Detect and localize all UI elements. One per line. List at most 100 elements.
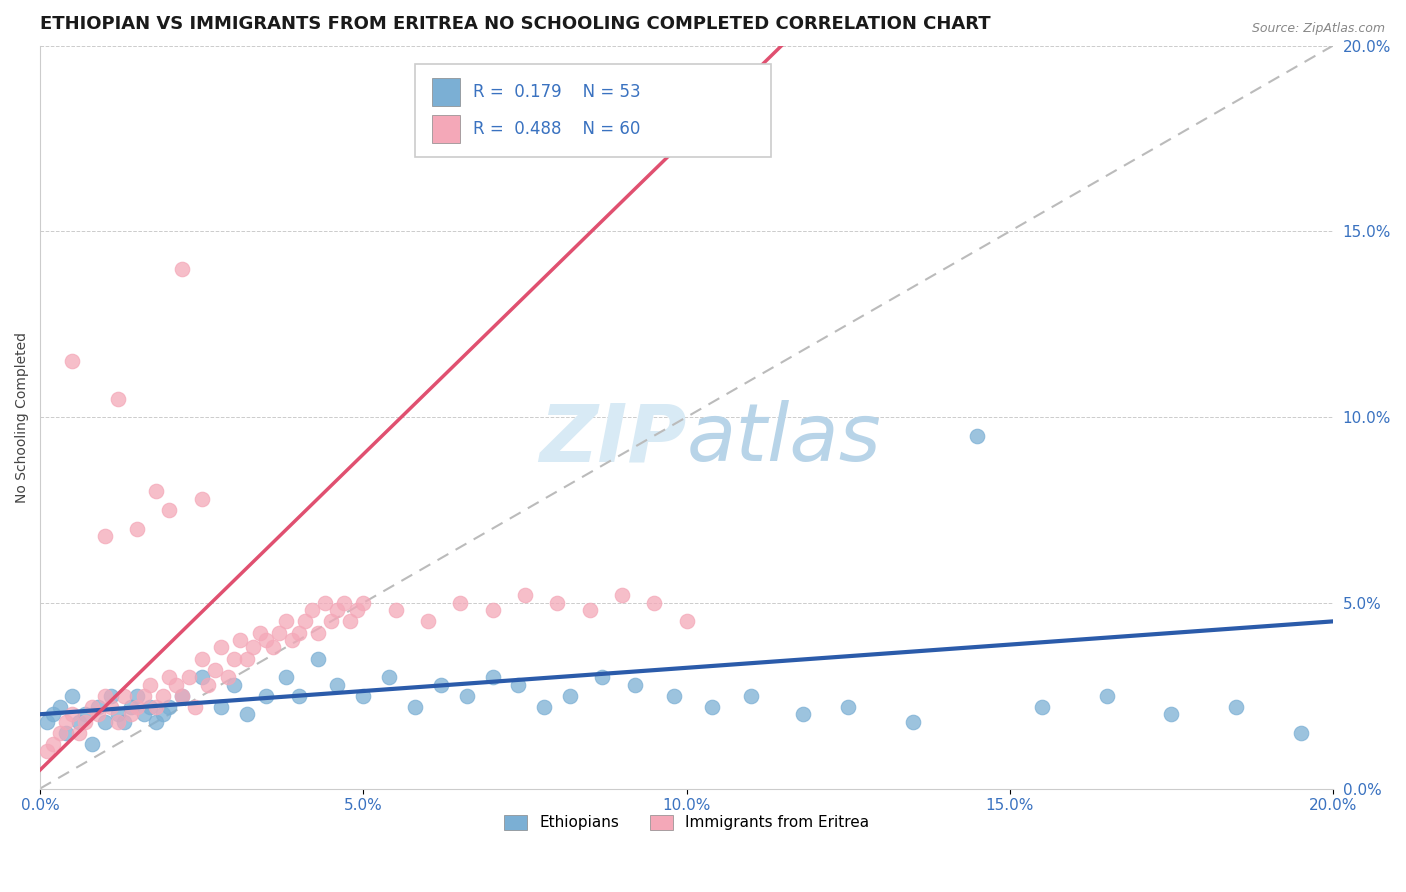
Point — [430, 677, 453, 691]
Point — [319, 615, 342, 629]
Point — [352, 596, 374, 610]
Legend: Ethiopians, Immigrants from Eritrea: Ethiopians, Immigrants from Eritrea — [498, 808, 875, 837]
Point — [107, 392, 129, 406]
Point — [152, 689, 174, 703]
Point — [125, 689, 148, 703]
Point — [112, 689, 135, 703]
Point — [339, 615, 361, 629]
Point — [190, 670, 212, 684]
Point — [274, 615, 297, 629]
Point — [592, 670, 614, 684]
Point — [792, 707, 814, 722]
FancyBboxPatch shape — [432, 78, 460, 106]
Point — [456, 689, 478, 703]
Point — [107, 714, 129, 729]
Point — [249, 625, 271, 640]
Point — [287, 625, 309, 640]
Point — [145, 714, 167, 729]
Point — [204, 663, 226, 677]
Point — [100, 689, 122, 703]
Point — [610, 588, 633, 602]
Point — [165, 677, 187, 691]
Text: ETHIOPIAN VS IMMIGRANTS FROM ERITREA NO SCHOOLING COMPLETED CORRELATION CHART: ETHIOPIAN VS IMMIGRANTS FROM ERITREA NO … — [41, 15, 991, 33]
Text: R =  0.179    N = 53: R = 0.179 N = 53 — [474, 83, 641, 101]
Point — [1289, 726, 1312, 740]
Point — [209, 640, 232, 655]
Point — [209, 699, 232, 714]
Point — [301, 603, 323, 617]
Point — [120, 707, 142, 722]
Point — [87, 699, 110, 714]
Point — [35, 714, 58, 729]
Point — [172, 689, 194, 703]
Text: ZIP: ZIP — [538, 401, 686, 478]
Point — [702, 699, 724, 714]
Point — [481, 603, 503, 617]
Point — [333, 596, 356, 610]
Point — [274, 670, 297, 684]
Point — [623, 677, 645, 691]
Point — [281, 632, 304, 647]
Point — [177, 670, 200, 684]
Point — [120, 699, 142, 714]
Point — [94, 529, 117, 543]
Point — [132, 689, 155, 703]
Point — [254, 689, 277, 703]
FancyBboxPatch shape — [415, 64, 770, 157]
Point — [62, 707, 84, 722]
Point — [62, 689, 84, 703]
Point — [254, 632, 277, 647]
Point — [378, 670, 401, 684]
Point — [294, 615, 316, 629]
Point — [139, 677, 162, 691]
Point — [546, 596, 568, 610]
Point — [107, 707, 129, 722]
Text: atlas: atlas — [686, 401, 882, 478]
Point — [67, 714, 90, 729]
Point — [404, 699, 426, 714]
Point — [643, 596, 665, 610]
Point — [184, 699, 207, 714]
Point — [352, 689, 374, 703]
Point — [190, 491, 212, 506]
Point — [287, 689, 309, 703]
Point — [157, 699, 180, 714]
Point — [55, 726, 77, 740]
Point — [94, 689, 117, 703]
Point — [307, 625, 329, 640]
Point — [533, 699, 555, 714]
Point — [80, 737, 103, 751]
Point — [384, 603, 406, 617]
Point — [42, 707, 65, 722]
Point — [87, 707, 110, 722]
Point — [1225, 699, 1247, 714]
Point — [152, 707, 174, 722]
Point — [662, 689, 685, 703]
Point — [837, 699, 859, 714]
Point — [35, 744, 58, 758]
Point — [675, 615, 697, 629]
Y-axis label: No Schooling Completed: No Schooling Completed — [15, 332, 30, 502]
Point — [125, 699, 148, 714]
Point — [145, 484, 167, 499]
Point — [157, 670, 180, 684]
Point — [449, 596, 471, 610]
Point — [326, 603, 349, 617]
Point — [1095, 689, 1118, 703]
Point — [197, 677, 219, 691]
Point — [901, 714, 924, 729]
Point — [125, 522, 148, 536]
Point — [1031, 699, 1053, 714]
Point — [578, 603, 600, 617]
Point — [236, 651, 259, 665]
Point — [314, 596, 336, 610]
Point — [172, 689, 194, 703]
Text: R =  0.488    N = 60: R = 0.488 N = 60 — [474, 120, 641, 138]
Point — [100, 699, 122, 714]
Point — [48, 726, 70, 740]
Point — [67, 726, 90, 740]
Point — [966, 428, 988, 442]
Text: Source: ZipAtlas.com: Source: ZipAtlas.com — [1251, 22, 1385, 36]
Point — [262, 640, 284, 655]
Point — [112, 714, 135, 729]
